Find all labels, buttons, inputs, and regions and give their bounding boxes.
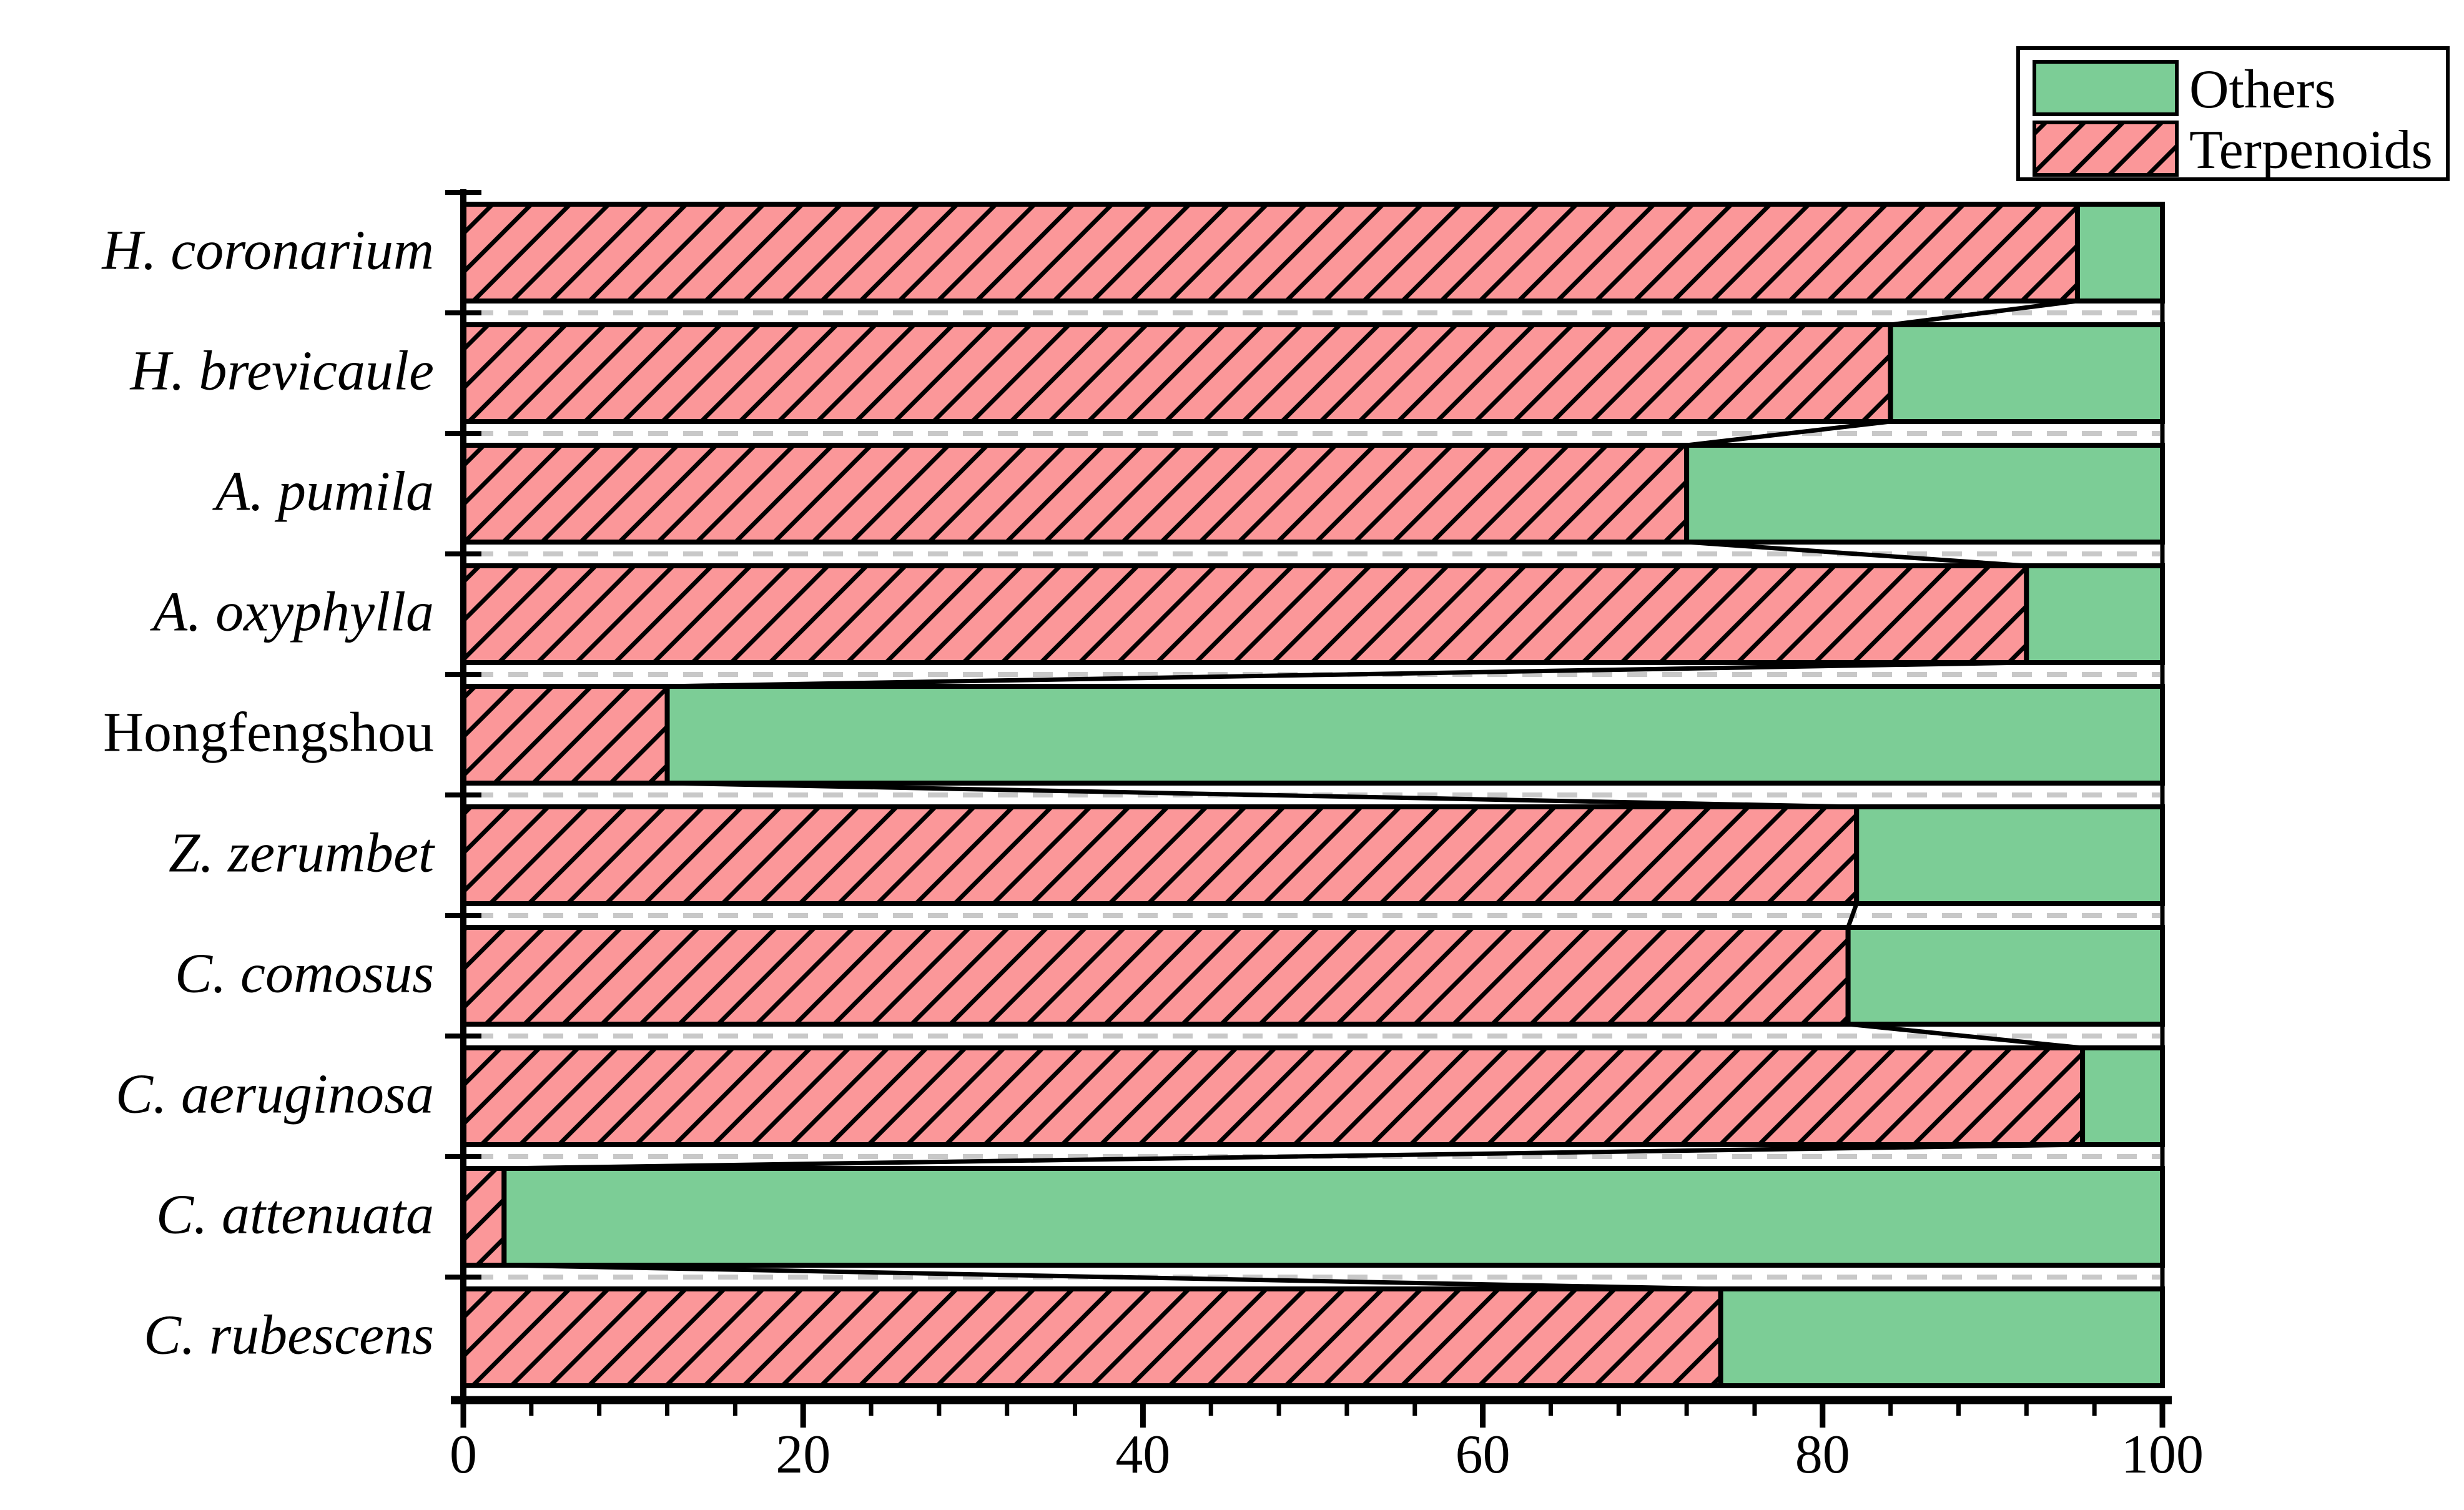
others-segment[interactable]	[664, 684, 2165, 786]
legend[interactable]: Others Terpenoids	[2016, 46, 2450, 181]
x-tick-label: 100	[2121, 1424, 2204, 1485]
x-tick-label: 0	[450, 1424, 477, 1485]
category-labels-group: H. coronarium H. brevicaule A. pumila A. ox…	[101, 220, 435, 1366]
bar-row	[461, 925, 2165, 1027]
terpenoids-segment-hatch	[461, 1286, 1723, 1388]
others-segment[interactable]	[1854, 804, 2165, 906]
others-segment[interactable]	[1888, 322, 2165, 424]
x-tick-labels-group: 0 20 40 60 80 100	[450, 1424, 2204, 1485]
terpenoid-boundary-connector	[1686, 540, 2027, 568]
category-label: A. pumila	[212, 461, 434, 523]
terpenoid-boundary-connector	[1686, 419, 1891, 448]
x-tick-label: 40	[1115, 1424, 1170, 1485]
category-label: H. coronarium	[101, 220, 434, 282]
terpenoids-segment-hatch	[461, 563, 2029, 665]
terpenoid-boundary-connector	[504, 1142, 2083, 1171]
terpenoids-segment-hatch	[461, 684, 670, 786]
terpenoids-segment-hatch	[461, 202, 2080, 303]
segment-connector-lines	[504, 299, 2165, 1291]
terpenoids-segment-hatch	[461, 925, 1851, 1027]
terpenoids-segment-hatch	[461, 322, 1893, 424]
legend-item-others[interactable]: Others	[2033, 59, 2336, 120]
bar-row	[461, 322, 2165, 424]
terpenoid-boundary-connector	[504, 1263, 1721, 1291]
others-segment[interactable]	[2080, 1045, 2166, 1147]
terpenoid-boundary-connector	[1890, 299, 2078, 327]
legend-label-terpenoids: Terpenoids	[2189, 120, 2433, 180]
category-label: C. rubescens	[144, 1305, 434, 1366]
category-label: C. attenuata	[156, 1184, 434, 1246]
legend-item-terpenoids[interactable]: Terpenoids	[2033, 120, 2433, 180]
terpenoids-segment-hatch	[461, 1045, 2086, 1147]
bar-row	[461, 202, 2165, 303]
others-segment[interactable]	[1718, 1286, 2166, 1388]
bar-row	[461, 684, 2165, 786]
bar-row	[461, 443, 2166, 545]
bar-row	[461, 1045, 2166, 1147]
terpenoid-boundary-connector	[667, 781, 1857, 809]
others-segment[interactable]	[1684, 443, 2166, 545]
legend-label-others: Others	[2189, 59, 2336, 120]
category-label: Hongfengshou	[103, 702, 434, 764]
terpenoids-segment-hatch	[461, 1166, 507, 1268]
category-label: Z. zerumbet	[169, 822, 435, 884]
legend-swatch-others[interactable]	[2033, 60, 2179, 116]
x-tick-label: 20	[776, 1424, 830, 1485]
terpenoids-segment-hatch	[461, 443, 1690, 545]
bar-row	[461, 563, 2166, 665]
axes-group	[445, 189, 2172, 1428]
terpenoid-boundary-connector	[667, 660, 2027, 689]
category-label: C. aeruginosa	[116, 1063, 434, 1125]
bar-row	[461, 804, 2165, 906]
category-label: C. comosus	[175, 943, 434, 1005]
category-label: H. brevicaule	[130, 340, 434, 402]
legend-swatch-terpenoids-hatch	[2033, 121, 2179, 177]
bars-group	[461, 202, 2166, 1388]
x-tick-label: 80	[1795, 1424, 1850, 1485]
others-segment[interactable]	[501, 1166, 2166, 1268]
others-segment[interactable]	[1845, 925, 2165, 1027]
category-label: A. oxyphylla	[150, 581, 434, 643]
bar-row	[461, 1166, 2166, 1268]
x-tick-label: 60	[1456, 1424, 1510, 1485]
terpenoid-boundary-connector	[1846, 902, 1859, 929]
terpenoids-segment-hatch	[461, 804, 1860, 906]
others-segment[interactable]	[2024, 563, 2166, 665]
bar-row	[461, 1286, 2166, 1388]
terpenoid-boundary-connector	[1848, 1022, 2083, 1050]
others-segment[interactable]	[2074, 202, 2165, 303]
